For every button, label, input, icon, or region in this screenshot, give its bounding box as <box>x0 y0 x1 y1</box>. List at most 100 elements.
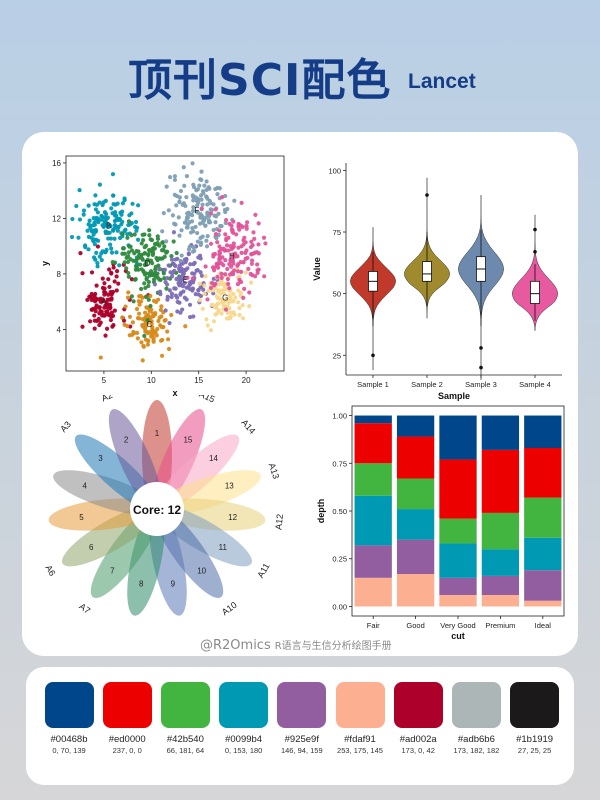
bar-segment <box>524 448 562 498</box>
scatter-point <box>184 174 190 179</box>
scatter-point <box>231 241 236 246</box>
scatter-point <box>177 195 182 200</box>
scatter-point <box>255 262 260 267</box>
scatter-point <box>148 315 153 320</box>
scatter-point <box>174 250 179 256</box>
scatter-point <box>234 254 239 259</box>
scatter-point <box>148 303 153 309</box>
scatter-point <box>197 183 202 188</box>
scatter-point <box>99 258 104 263</box>
scatter-point <box>172 174 178 179</box>
y-tick-label: 75 <box>333 228 341 237</box>
scatter-point <box>94 283 99 288</box>
scatter-point <box>89 229 94 234</box>
scatter-point <box>106 236 111 241</box>
scatter-point <box>92 313 97 318</box>
scatter-point <box>125 259 131 265</box>
petal-value: 13 <box>225 482 234 491</box>
scatter-point <box>191 229 196 234</box>
scatter-point <box>191 314 196 319</box>
scatter-point <box>127 222 133 227</box>
scatter-point <box>249 261 255 266</box>
bar-segment <box>439 415 477 460</box>
petal-label: A13 <box>267 462 281 480</box>
scatter-point <box>200 306 205 311</box>
petal-label: A15 <box>198 395 217 404</box>
outlier-point <box>371 353 375 358</box>
scatter-point <box>124 266 129 271</box>
scatter-point <box>172 221 177 226</box>
scatter-point <box>188 262 193 267</box>
scatter-point <box>214 214 219 219</box>
petal-value: 4 <box>82 482 87 491</box>
scatter-point <box>159 248 165 253</box>
scatter-point <box>223 272 228 277</box>
bar-segment <box>524 600 562 607</box>
cluster-label: G <box>222 293 228 302</box>
scatter-point <box>161 324 166 330</box>
scatter-point <box>181 289 186 294</box>
color-swatch <box>102 682 152 728</box>
color-swatch <box>451 682 501 728</box>
scatter-point <box>130 320 135 325</box>
scatter-point <box>236 245 241 250</box>
scatter-point <box>95 210 101 215</box>
scatter-point <box>138 262 143 267</box>
scatter-point <box>217 256 222 262</box>
scatter-point <box>143 285 148 291</box>
cluster-label: C <box>147 320 153 329</box>
scatter-point <box>223 232 228 237</box>
y-tick-label: 0.50 <box>332 507 347 516</box>
cluster-label: F <box>194 206 199 215</box>
scatter-point <box>135 203 141 208</box>
color-swatch <box>219 682 269 728</box>
scatter-point <box>169 294 174 300</box>
scatter-point <box>179 228 184 233</box>
swatch-hex: #42b540 <box>166 734 204 745</box>
credit-handle: @R2Omics <box>200 638 271 653</box>
scatter-point <box>112 308 117 313</box>
petal-value: 14 <box>209 454 218 463</box>
scatter-point <box>208 285 214 290</box>
scatter-point <box>112 279 117 284</box>
scatter-point <box>224 297 230 302</box>
bar-segment <box>354 577 392 607</box>
core-label: Core: 12 <box>133 503 181 517</box>
scatter-point <box>187 212 193 217</box>
scatter-point <box>191 245 196 250</box>
scatter-point <box>214 236 219 241</box>
scatter-point <box>169 254 174 259</box>
scatter-point <box>169 291 175 296</box>
scatter-point <box>224 243 230 248</box>
bar-segment <box>354 495 392 546</box>
scatter-point <box>221 202 226 207</box>
bar-segment <box>396 539 435 574</box>
scatter-point <box>177 300 182 305</box>
scatter-point <box>171 239 176 244</box>
scatter-point <box>159 314 164 319</box>
scatter-point <box>136 249 141 254</box>
scatter-point <box>236 288 241 293</box>
scatter-point <box>174 203 179 208</box>
scatter-point <box>234 232 239 237</box>
scatter-point <box>86 247 91 252</box>
scatter-point <box>142 310 148 315</box>
scatter-point <box>212 251 218 257</box>
page-title: 顶刊SCI配色 <box>128 55 392 106</box>
scatter-point <box>155 236 161 242</box>
scatter-point <box>185 275 190 280</box>
scatter-point <box>127 314 133 319</box>
scatter-point <box>239 269 244 274</box>
scatter-point <box>178 188 184 194</box>
scatter-point <box>181 271 186 276</box>
scatter-point <box>217 296 222 301</box>
scatter-point <box>89 270 95 275</box>
bar-segment <box>481 449 520 513</box>
scatter-point <box>144 276 149 281</box>
scatter-point <box>243 270 248 275</box>
scatter-point <box>153 312 158 317</box>
scatter-point <box>136 256 141 261</box>
bar-segment <box>481 575 520 595</box>
scatter-point <box>152 282 158 287</box>
scatter-point <box>116 281 121 286</box>
